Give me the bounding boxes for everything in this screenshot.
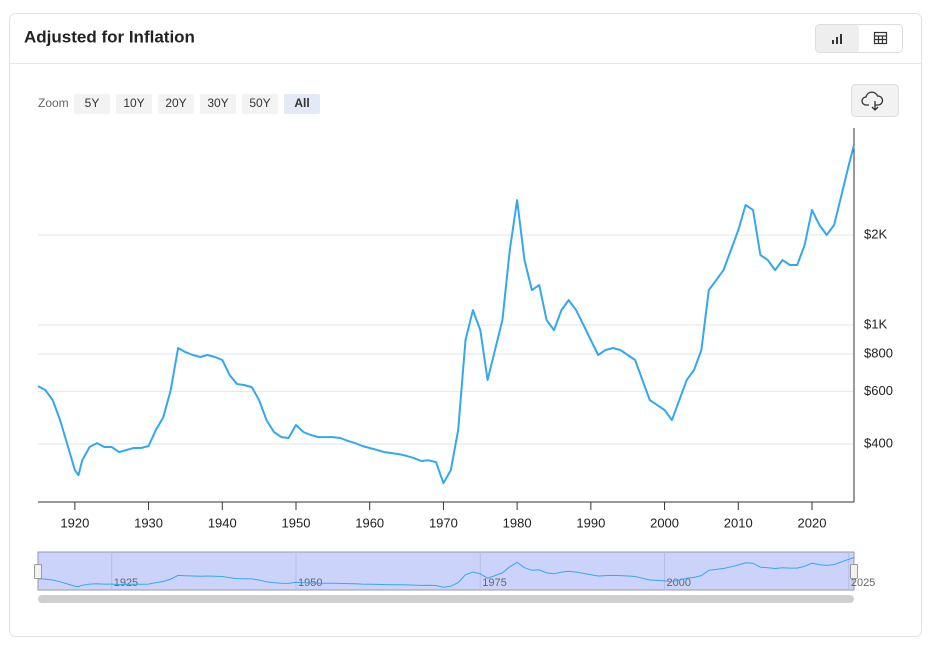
zoom-button-label: 5Y — [85, 96, 100, 110]
zoom-button[interactable] — [242, 94, 278, 114]
zoom-button[interactable] — [158, 94, 194, 114]
scrollbar[interactable] — [38, 595, 854, 603]
download-button[interactable] — [851, 84, 899, 117]
zoom-button-label: All — [294, 96, 309, 110]
zoom-button-label: 20Y — [165, 96, 186, 110]
y-tick-label: $2K — [864, 226, 887, 241]
y-tick-label: $800 — [864, 345, 893, 360]
chart-icon — [832, 34, 842, 44]
x-tick-label: 1990 — [576, 515, 605, 530]
zoom-button-label: 50Y — [249, 96, 270, 110]
x-tick-label: 1960 — [355, 515, 384, 530]
zoom-label: Zoom — [38, 96, 69, 110]
navigator-handle[interactable] — [850, 564, 858, 579]
x-tick-label: 2020 — [798, 515, 827, 530]
y-tick-label: $1K — [864, 316, 887, 331]
x-tick-label: 1940 — [208, 515, 237, 530]
zoom-button[interactable] — [284, 94, 320, 114]
navigator-window[interactable] — [37, 551, 855, 591]
x-tick-label: 1930 — [134, 515, 163, 530]
y-tick-label: $400 — [864, 435, 893, 450]
navigator-line — [37, 557, 855, 588]
zoom-button[interactable] — [200, 94, 236, 114]
card-title: Adjusted for Inflation — [24, 27, 195, 46]
x-tick-label: 1920 — [60, 515, 89, 530]
x-tick-label: 2000 — [650, 515, 679, 530]
navigator-handle[interactable] — [34, 564, 42, 579]
navigator-tick-label: 2025 — [851, 577, 875, 589]
zoom-button[interactable] — [116, 94, 152, 114]
x-tick-label: 1980 — [503, 515, 532, 530]
navigator-tick-label: 1925 — [114, 577, 138, 589]
x-tick-label: 1970 — [429, 515, 458, 530]
x-tick-label: 2010 — [724, 515, 753, 530]
table-view-button[interactable] — [873, 31, 888, 45]
zoom-button-label: 10Y — [123, 96, 144, 110]
view-toggle[interactable] — [815, 24, 903, 53]
zoom-button[interactable] — [74, 94, 110, 114]
zoom-button-label: 30Y — [207, 96, 228, 110]
y-tick-label: $600 — [864, 383, 893, 398]
navigator-tick-label: 1975 — [482, 577, 506, 589]
price-line — [37, 144, 855, 485]
navigator-tick-label: 2000 — [667, 577, 691, 589]
x-tick-label: 1950 — [282, 515, 311, 530]
